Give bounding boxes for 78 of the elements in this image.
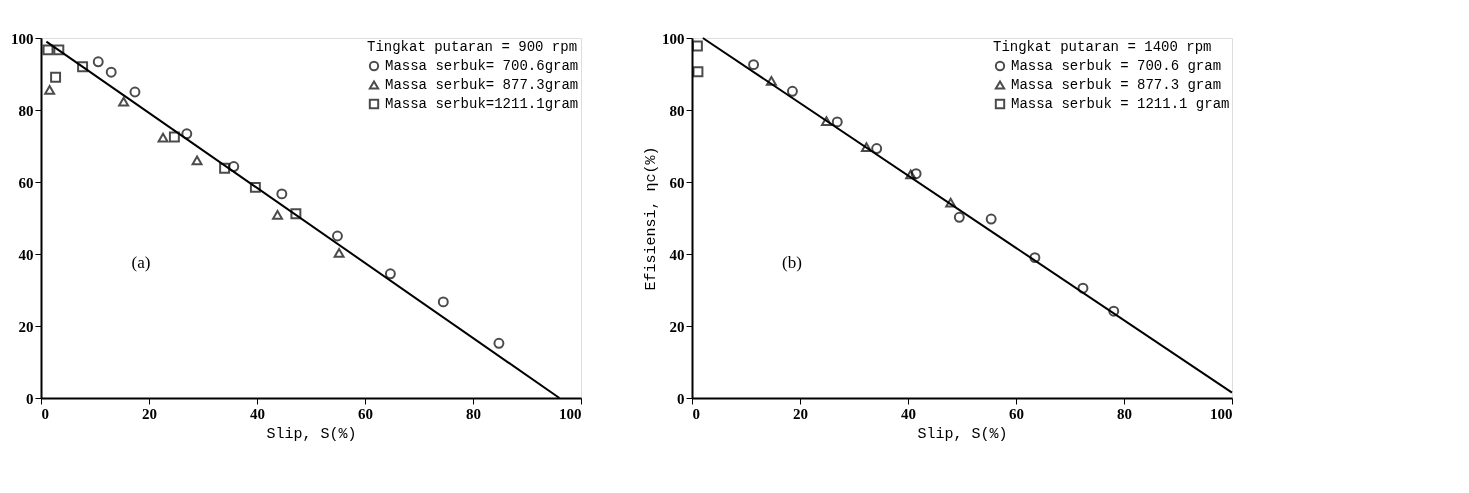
point <box>493 337 505 349</box>
point <box>77 61 89 73</box>
point <box>44 84 56 95</box>
point <box>272 209 283 220</box>
legend-title: Tingkat putaran = 1400 rpm <box>993 39 1212 55</box>
point <box>331 230 343 242</box>
x-axis-title: Slip, S(%) <box>917 425 1008 443</box>
point <box>276 188 288 200</box>
x-tick-label: 80 <box>466 405 481 422</box>
point <box>1108 305 1120 317</box>
x-tick-label: 60 <box>358 405 373 422</box>
point <box>786 85 798 97</box>
point <box>860 142 872 152</box>
point <box>831 116 843 128</box>
point <box>985 213 997 225</box>
y-tick-label: 60 <box>18 174 34 191</box>
x-tick-label: 40 <box>250 405 265 422</box>
point <box>53 44 65 56</box>
legend-title: Tingkat putaran = 900 rpm <box>367 39 578 55</box>
legend-label: Massa serbuk = 700.6 gram <box>1011 58 1222 74</box>
x-tick-label: 20 <box>793 405 808 422</box>
point <box>953 211 965 223</box>
legend-label: Massa serbuk= 877.3gram <box>385 77 579 93</box>
y-tick-label: 20 <box>669 318 685 335</box>
x-tick-label: 40 <box>901 405 916 422</box>
x-axis-title: Slip, S(%) <box>266 425 357 443</box>
point <box>105 66 117 78</box>
x-tick-label: 20 <box>142 405 157 422</box>
y-tick-label: 40 <box>669 246 685 263</box>
legend-label: Massa serbuk= 700.6gram <box>385 58 579 74</box>
y-tick-label: 100 <box>11 30 34 47</box>
x-tick-label: 100 <box>559 405 582 422</box>
point <box>191 155 203 166</box>
point <box>820 116 832 127</box>
y-tick-label: 40 <box>18 246 34 263</box>
y-tick-label: 20 <box>18 318 34 335</box>
y-tick-label: 0 <box>677 390 685 407</box>
legend-label: Massa serbuk = 877.3 gram <box>1011 77 1222 93</box>
point <box>129 86 141 98</box>
legend-label: Massa serbuk = 1211.1 gram <box>1011 96 1230 112</box>
annotation: (b) <box>782 253 802 272</box>
point <box>333 248 345 258</box>
y-tick-label: 0 <box>26 390 34 407</box>
point <box>1077 282 1089 294</box>
point <box>168 131 180 143</box>
x-tick-label: 0 <box>692 405 700 422</box>
x-tick-label: 100 <box>1210 405 1233 422</box>
point <box>905 169 917 180</box>
point <box>692 66 704 78</box>
point <box>765 75 777 86</box>
y-tick-label: 60 <box>669 174 685 191</box>
x-tick-label: 60 <box>1009 405 1024 422</box>
y-tick-label: 80 <box>669 102 685 119</box>
point <box>945 197 957 208</box>
legend-label: Massa serbuk=1211.1gram <box>385 96 579 112</box>
point <box>228 161 240 172</box>
point <box>249 181 261 193</box>
point <box>871 143 883 154</box>
x-tick-label: 0 <box>41 405 49 422</box>
annotation: (a) <box>131 253 151 272</box>
point <box>437 296 449 308</box>
point <box>910 168 922 180</box>
point <box>384 268 396 280</box>
point <box>157 132 169 143</box>
y-tick-label: 100 <box>662 30 685 47</box>
x-tick-label: 80 <box>1117 405 1132 422</box>
point <box>118 96 130 107</box>
y-axis-title: Efisiensi, ηc(%) <box>643 146 660 291</box>
point <box>92 56 104 68</box>
point <box>181 128 193 140</box>
point <box>42 44 54 56</box>
point <box>290 208 302 220</box>
point <box>219 162 231 174</box>
point <box>1029 252 1041 264</box>
point <box>691 40 703 52</box>
y-tick-label: 80 <box>18 102 34 119</box>
point <box>748 59 760 71</box>
point <box>50 71 62 83</box>
